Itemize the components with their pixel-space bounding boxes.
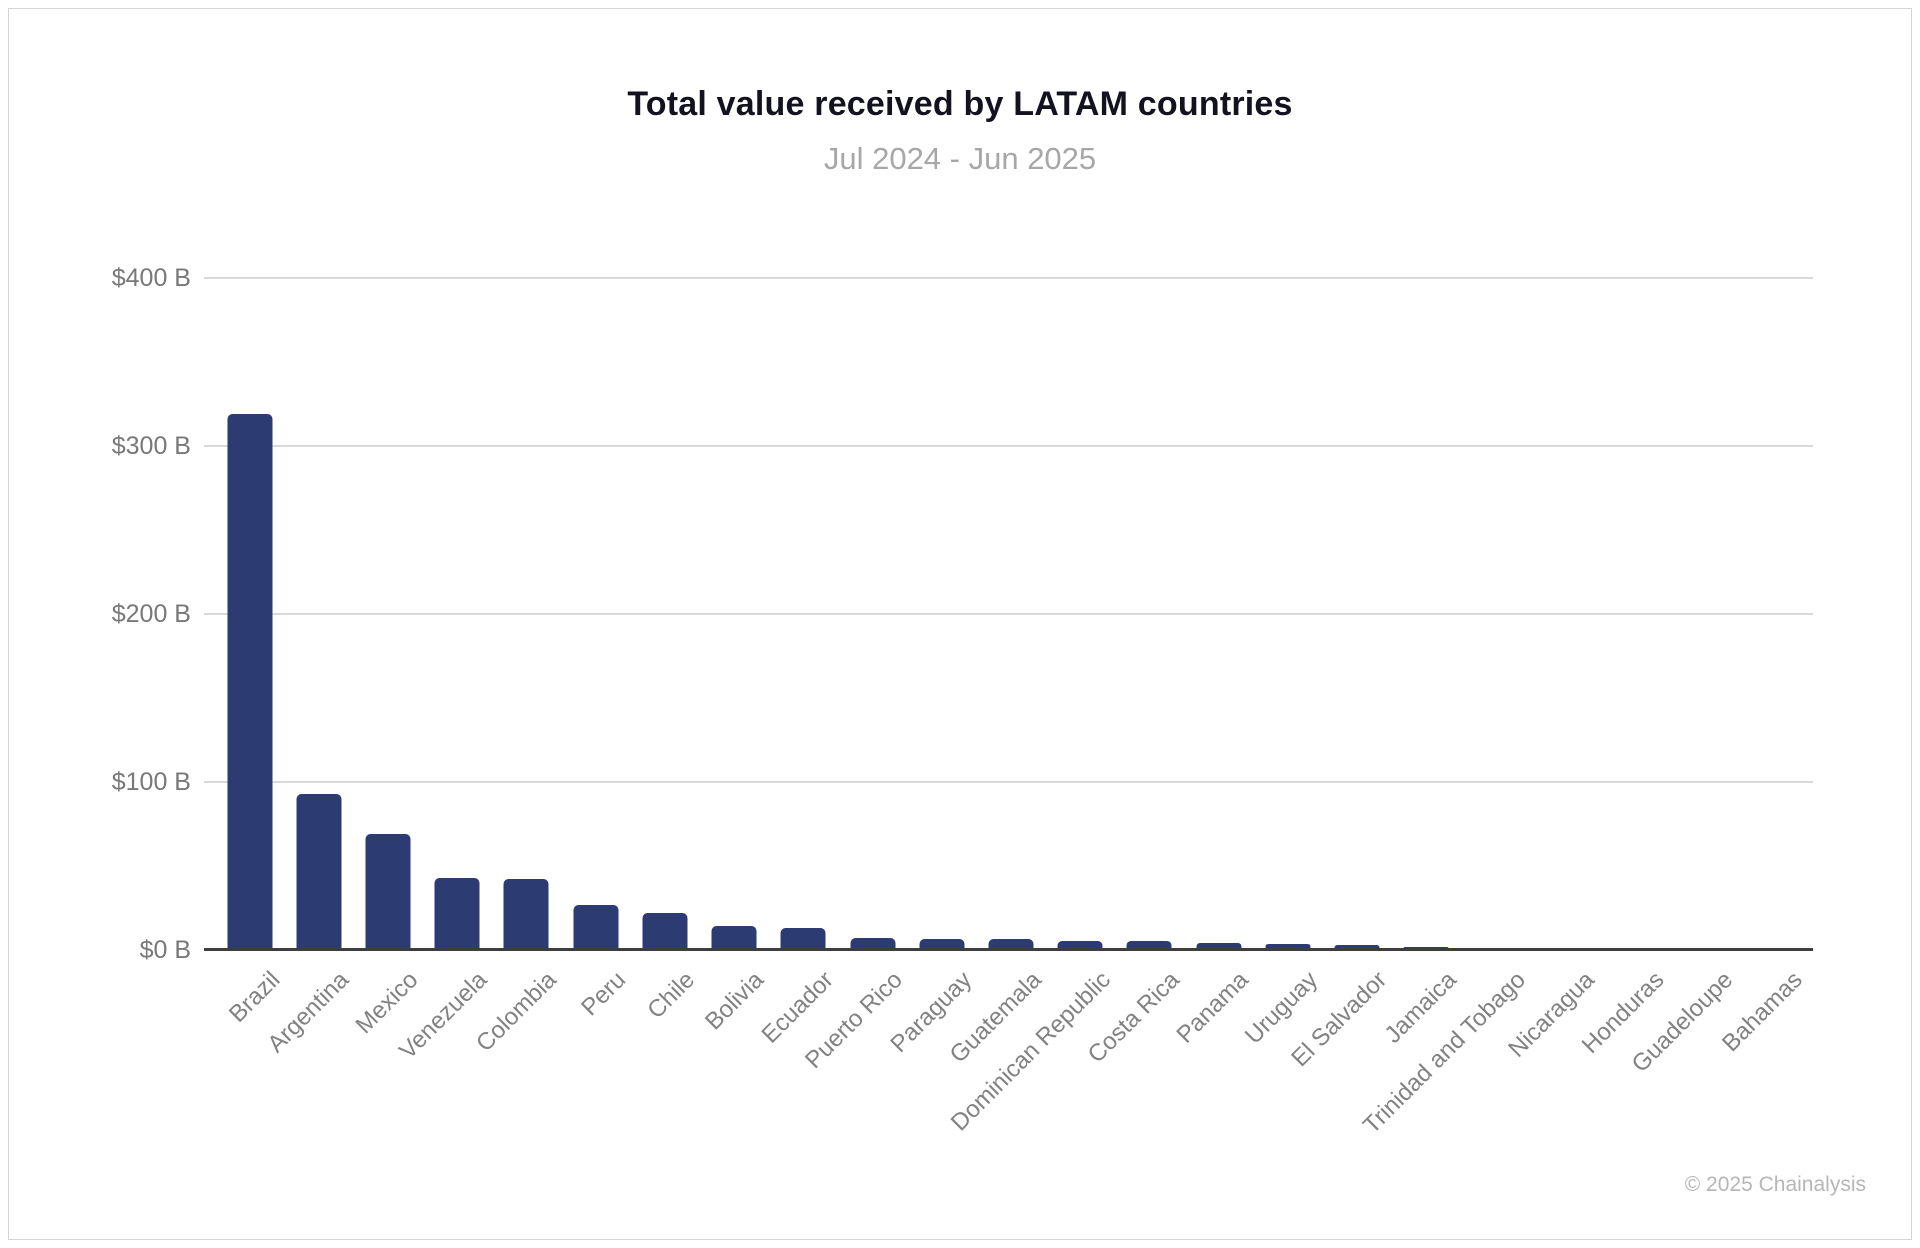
x-axis-line xyxy=(204,948,1813,951)
chart-title: Total value received by LATAM countries xyxy=(627,85,1293,123)
bar-guatemala xyxy=(988,939,1034,950)
bar-column-peru xyxy=(561,278,630,950)
bar-column-jamaica xyxy=(1392,278,1461,950)
plot-area xyxy=(204,277,1813,951)
bar-uruguay xyxy=(1265,944,1311,950)
bar-mexico xyxy=(365,834,411,950)
chart-subtitle: Jul 2024 - Jun 2025 xyxy=(823,141,1097,176)
bar-column-guadeloupe xyxy=(1669,278,1738,950)
bar-argentina xyxy=(296,793,342,950)
y-axis-labels: $0 B $100 B $200 B $300 B $400 B xyxy=(9,9,191,1239)
bar-column-venezuela xyxy=(423,278,492,950)
y-axis-tick-label: $400 B xyxy=(111,264,191,292)
bar-bolivia xyxy=(711,926,757,950)
bar-paraguay xyxy=(919,938,965,950)
gridline-100 xyxy=(204,781,1813,783)
bar-column-mexico xyxy=(353,278,422,950)
bar-column-chile xyxy=(630,278,699,950)
x-axis-label-peru: Peru xyxy=(576,966,632,1022)
bar-venezuela xyxy=(434,877,480,950)
bar-column-panama xyxy=(1184,278,1253,950)
bar-column-bahamas xyxy=(1738,278,1807,950)
bar-colombia xyxy=(503,879,549,950)
x-axis-label-brazil: Brazil xyxy=(223,966,285,1028)
bar-chile xyxy=(642,913,688,950)
gridline-400 xyxy=(204,277,1813,279)
bar-column-el-salvador xyxy=(1323,278,1392,950)
bar-puerto-rico xyxy=(850,938,896,950)
copyright-text: © 2025 Chainalysis xyxy=(1684,1173,1866,1196)
bar-column-dominican-republic xyxy=(1046,278,1115,950)
y-axis-tick-label: $0 B xyxy=(139,936,191,964)
bar-column-trinidad-and-tobago xyxy=(1461,278,1530,950)
bar-column-ecuador xyxy=(769,278,838,950)
bar-brazil xyxy=(227,414,273,950)
bar-column-honduras xyxy=(1599,278,1668,950)
bar-column-costa-rica xyxy=(1115,278,1184,950)
x-axis-label-chile: Chile xyxy=(642,966,701,1025)
bar-column-guatemala xyxy=(976,278,1045,950)
y-axis-tick-label: $300 B xyxy=(111,432,191,460)
bar-column-argentina xyxy=(284,278,353,950)
gridline-200 xyxy=(204,613,1813,615)
bar-el-salvador xyxy=(1334,944,1380,950)
bar-column-bolivia xyxy=(700,278,769,950)
bar-column-brazil xyxy=(215,278,284,950)
y-axis-tick-label: $100 B xyxy=(111,768,191,796)
bar-column-colombia xyxy=(492,278,561,950)
y-axis-tick-label: $200 B xyxy=(111,600,191,628)
bar-costa-rica xyxy=(1126,941,1172,950)
bar-panama xyxy=(1196,942,1242,950)
chart-card: Total value received by LATAM countries … xyxy=(8,8,1912,1240)
gridline-300 xyxy=(204,445,1813,447)
bar-peru xyxy=(573,904,619,950)
x-axis-label-panama: Panama xyxy=(1171,966,1255,1049)
bar-column-puerto-rico xyxy=(838,278,907,950)
bar-dominican-republic xyxy=(1057,940,1103,950)
bar-column-paraguay xyxy=(907,278,976,950)
bar-column-nicaragua xyxy=(1530,278,1599,950)
bar-ecuador xyxy=(780,928,826,950)
bar-column-uruguay xyxy=(1253,278,1322,950)
bar-series xyxy=(215,278,1807,950)
